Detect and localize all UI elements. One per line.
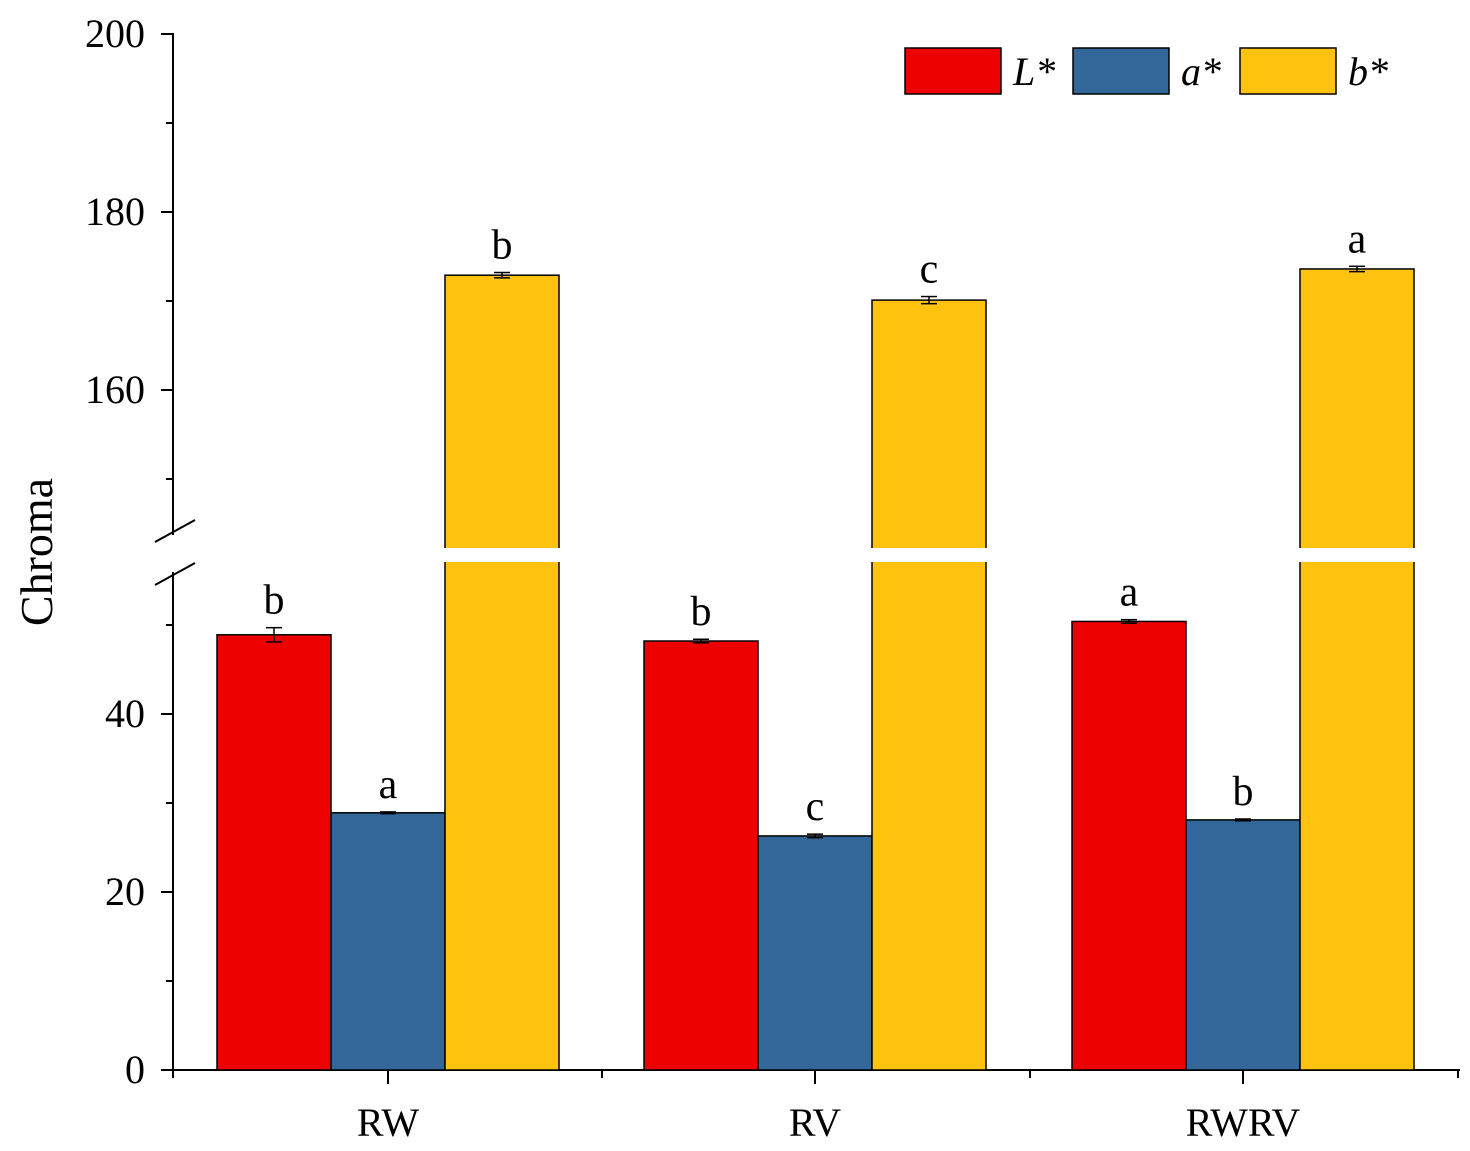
significance-letter: b	[1233, 769, 1254, 815]
significance-letter: b	[492, 223, 513, 269]
significance-letter: c	[806, 784, 825, 830]
legend-swatch-astar	[1072, 47, 1170, 95]
bar-rw-bstar	[444, 274, 560, 1071]
significance-letter: a	[379, 762, 398, 808]
bar-rw-lstar	[216, 634, 332, 1071]
bar-rw-astar	[330, 812, 446, 1071]
axis-break-gap	[1299, 548, 1415, 562]
significance-letter: b	[691, 589, 712, 635]
significance-letter: a	[1120, 570, 1139, 616]
x-tick-label: RWRV	[1186, 1100, 1301, 1145]
axis-break-gap	[444, 548, 560, 562]
legend-swatch-bstar	[1239, 47, 1337, 95]
axis-break-gap	[871, 548, 987, 562]
y-tick-label: 200	[85, 11, 145, 56]
x-tick-label: RW	[357, 1100, 419, 1145]
y-tick-label: 40	[105, 691, 145, 736]
axis-break-mark	[154, 519, 196, 543]
bar-rv-astar	[757, 835, 873, 1071]
significance-letter: a	[1348, 216, 1367, 262]
y-tick-label: 180	[85, 189, 145, 234]
bar-rwrv-bstar	[1299, 268, 1415, 1071]
axis-break-mark	[154, 562, 196, 586]
bar-rv-bstar	[871, 299, 987, 1071]
y-axis-title: Chroma	[11, 478, 62, 626]
y-tick-label: 0	[125, 1047, 145, 1092]
bars	[216, 265, 1415, 1071]
legend-label: a*	[1181, 49, 1221, 94]
bar-rwrv-lstar	[1071, 620, 1187, 1071]
y-tick-label: 20	[105, 869, 145, 914]
legend: L* a* b*	[904, 47, 1388, 95]
bar-rv-lstar	[643, 640, 759, 1071]
significance-letter: c	[920, 247, 939, 293]
y-tick-label: 160	[85, 367, 145, 412]
bar-rwrv-astar	[1185, 819, 1301, 1071]
legend-swatch-lstar	[904, 47, 1002, 95]
x-tick-label: RV	[789, 1100, 841, 1145]
legend-label: b*	[1348, 49, 1388, 94]
significance-letter: b	[264, 578, 285, 624]
legend-label: L*	[1012, 49, 1055, 94]
